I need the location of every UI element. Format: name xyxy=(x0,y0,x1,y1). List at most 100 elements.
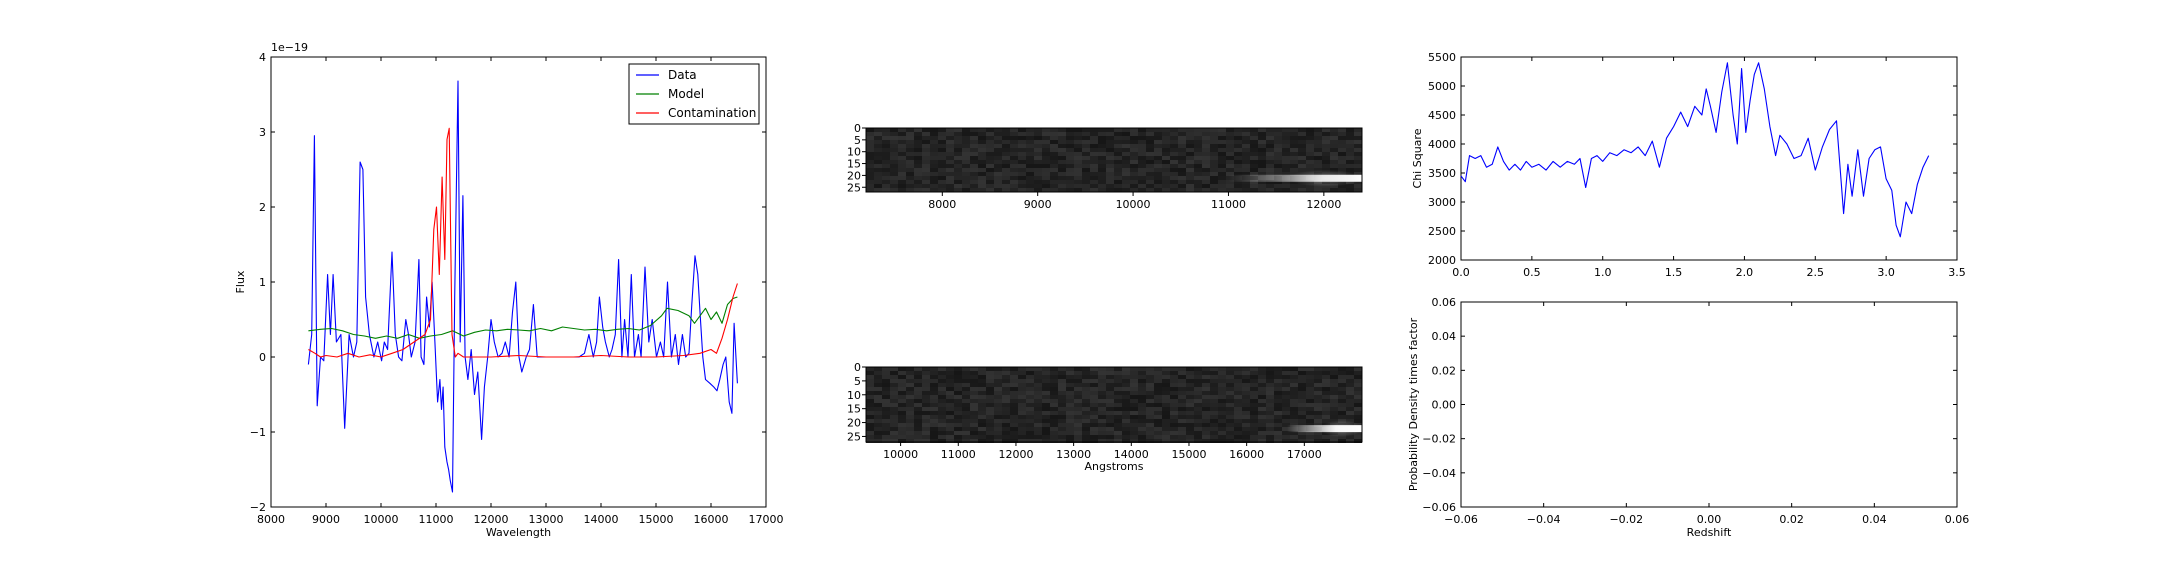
image-pixel xyxy=(1282,172,1290,176)
image-pixel xyxy=(874,423,882,427)
image-pixel xyxy=(1074,395,1082,399)
image-pixel xyxy=(1146,379,1154,383)
image-pixel xyxy=(1210,423,1218,427)
image-pixel xyxy=(1314,375,1322,379)
image-pixel xyxy=(994,435,1002,439)
image-pixel xyxy=(1162,156,1170,160)
image-pixel xyxy=(1306,391,1314,395)
image-pixel xyxy=(954,168,962,172)
image-pixel xyxy=(1074,383,1082,387)
image-pixel xyxy=(1274,411,1282,415)
image-pixel xyxy=(1274,136,1282,140)
image-pixel xyxy=(1346,144,1354,148)
image-pixel xyxy=(970,140,978,144)
image-pixel xyxy=(866,367,874,371)
image-pixel xyxy=(1050,180,1058,184)
image-pixel xyxy=(954,419,962,423)
image-pixel xyxy=(1090,140,1098,144)
image-pixel xyxy=(1242,160,1250,164)
image-pixel xyxy=(1218,156,1226,160)
image-pixel xyxy=(1306,387,1314,391)
image-pixel xyxy=(1242,168,1250,172)
image-pixel xyxy=(1162,164,1170,168)
image-pixel xyxy=(1186,152,1194,156)
image-pixel xyxy=(970,387,978,391)
image-pixel xyxy=(874,383,882,387)
image-pixel xyxy=(1162,140,1170,144)
image-pixel xyxy=(1210,188,1218,192)
image-pixel xyxy=(890,399,898,403)
image-pixel xyxy=(930,419,938,423)
image-pixel xyxy=(1010,387,1018,391)
image-pixel xyxy=(874,148,882,152)
image-pixel xyxy=(962,407,970,411)
image-pixel xyxy=(1018,132,1026,136)
image-pixel xyxy=(1298,415,1306,419)
image-pixel xyxy=(1130,367,1138,371)
image-pixel xyxy=(1010,383,1018,387)
x-tick-label: 15000 xyxy=(1171,448,1206,461)
image-pixel xyxy=(1274,435,1282,439)
image-pixel xyxy=(978,415,986,419)
image-pixel xyxy=(946,423,954,427)
image-pixel xyxy=(962,148,970,152)
image-pixel xyxy=(1114,415,1122,419)
image-pixel xyxy=(1074,427,1082,431)
y-tick-label: −1 xyxy=(250,426,266,439)
image-pixel xyxy=(1274,172,1282,176)
image-pixel xyxy=(906,435,914,439)
image-pixel xyxy=(890,427,898,431)
image-pixel xyxy=(1266,148,1274,152)
legend-frame xyxy=(628,63,760,125)
image-pixel xyxy=(1098,156,1106,160)
image-pixel xyxy=(1226,132,1234,136)
image-pixel xyxy=(1274,164,1282,168)
image-pixel xyxy=(1138,399,1146,403)
image-pixel xyxy=(1050,152,1058,156)
image-pixel xyxy=(978,371,986,375)
image-pixel xyxy=(1026,383,1034,387)
image-pixel xyxy=(1082,411,1090,415)
image-pixel xyxy=(882,395,890,399)
image-pixel xyxy=(1226,427,1234,431)
image-pixel xyxy=(1178,188,1186,192)
image-pixel xyxy=(1130,176,1138,180)
image-pixel xyxy=(1170,371,1178,375)
image-pixel xyxy=(1058,415,1066,419)
image-pixel xyxy=(922,379,930,383)
image-pixel xyxy=(1114,427,1122,431)
image-pixel xyxy=(1234,379,1242,383)
image-pixel xyxy=(1154,371,1162,375)
image-pixel xyxy=(1050,395,1058,399)
image-pixel xyxy=(1346,148,1354,152)
image-pixel xyxy=(1042,152,1050,156)
image-pixel xyxy=(1066,140,1074,144)
image-pixel xyxy=(882,180,890,184)
image-pixel xyxy=(1098,184,1106,188)
image-pixel xyxy=(1002,411,1010,415)
image-pixel xyxy=(1250,379,1258,383)
image-pixel xyxy=(1218,435,1226,439)
image-pixel xyxy=(1298,383,1306,387)
image-pixel xyxy=(946,407,954,411)
image-pixel xyxy=(1338,132,1346,136)
image-pixel xyxy=(962,160,970,164)
image-pixel xyxy=(1002,144,1010,148)
image-pixel xyxy=(1122,184,1130,188)
image-pixel xyxy=(1098,431,1106,435)
image-pixel xyxy=(1290,383,1298,387)
image-pixel xyxy=(1250,395,1258,399)
image-pixel xyxy=(874,180,882,184)
image-pixel xyxy=(1154,144,1162,148)
image-pixel xyxy=(874,168,882,172)
image-pixel xyxy=(978,144,986,148)
image-pixel xyxy=(1090,367,1098,371)
image-pixel xyxy=(1154,140,1162,144)
image-pixel xyxy=(986,140,994,144)
image-pixel xyxy=(1282,367,1290,371)
image-pixel xyxy=(1002,379,1010,383)
image-pixel xyxy=(930,395,938,399)
image-pixel xyxy=(1130,168,1138,172)
image-pixel xyxy=(1226,403,1234,407)
image-pixel xyxy=(1138,176,1146,180)
